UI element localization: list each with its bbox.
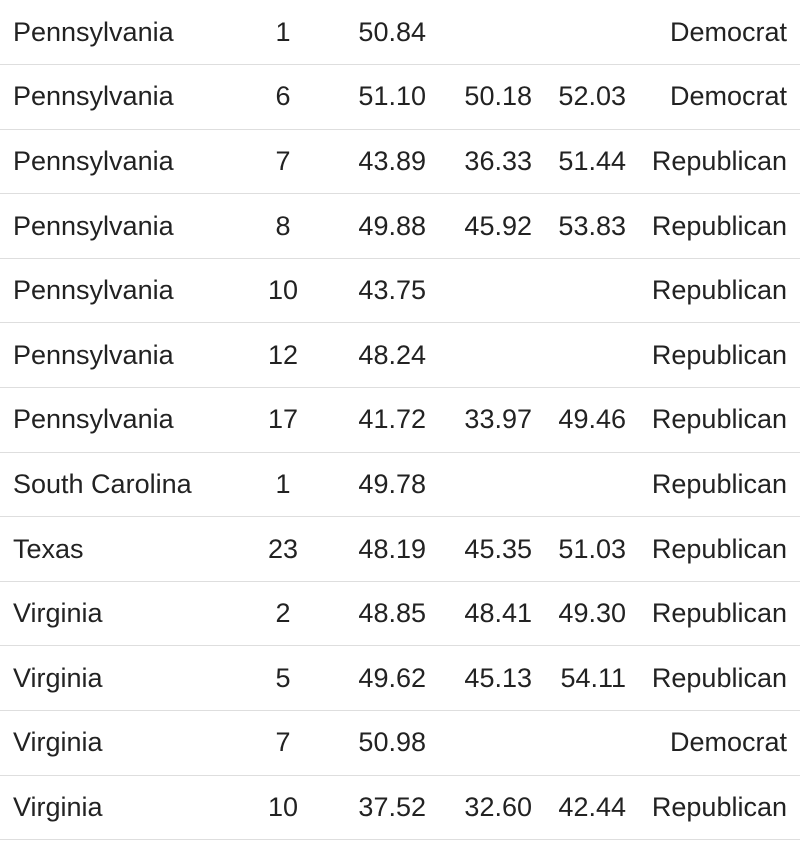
table-row: Virginia 10 37.52 32.60 42.44 Republican bbox=[0, 775, 800, 840]
upper-bound-cell: 42.44 bbox=[558, 791, 626, 822]
table-row: Pennsylvania 10 43.75 Republican bbox=[0, 258, 800, 323]
district-cell: 7 bbox=[275, 145, 291, 176]
table-row: Pennsylvania 1 50.84 Democrat bbox=[0, 0, 800, 65]
upper-bound-cell bbox=[536, 258, 630, 323]
state-cell: Pennsylvania bbox=[13, 145, 174, 176]
upper-bound-cell: 52.03 bbox=[558, 81, 626, 112]
upper-bound-cell bbox=[536, 711, 630, 776]
district-cell: 2 bbox=[275, 598, 291, 629]
state-cell: Texas bbox=[13, 533, 84, 564]
state-cell: Virginia bbox=[13, 791, 103, 822]
state-cell: Virginia bbox=[13, 598, 103, 629]
district-cell: 1 bbox=[275, 16, 291, 47]
table-row: Virginia 7 50.98 Democrat bbox=[0, 711, 800, 776]
lower-bound-cell bbox=[436, 452, 536, 517]
party-cell: Republican bbox=[651, 662, 787, 693]
value-cell: 49.62 bbox=[358, 662, 426, 693]
table-row: Pennsylvania 12 48.24 Republican bbox=[0, 323, 800, 388]
party-cell: Republican bbox=[651, 468, 787, 499]
district-cell: 7 bbox=[275, 727, 291, 758]
district-cell: 10 bbox=[267, 791, 299, 822]
upper-bound-cell: 54.11 bbox=[560, 662, 626, 693]
state-cell: Virginia bbox=[13, 662, 103, 693]
state-cell: Pennsylvania bbox=[13, 16, 174, 47]
party-cell: Republican bbox=[651, 275, 787, 306]
upper-bound-cell: 53.83 bbox=[558, 210, 626, 241]
upper-bound-cell: 51.44 bbox=[558, 145, 626, 176]
value-cell: 51.10 bbox=[358, 81, 426, 112]
party-cell: Republican bbox=[651, 145, 787, 176]
lower-bound-cell: 45.35 bbox=[464, 533, 532, 564]
party-cell: Democrat bbox=[669, 727, 787, 758]
party-cell: Republican bbox=[651, 598, 787, 629]
lower-bound-cell bbox=[436, 0, 536, 65]
value-cell: 41.72 bbox=[358, 404, 426, 435]
lower-bound-cell bbox=[436, 323, 536, 388]
district-cell: 5 bbox=[275, 662, 291, 693]
value-cell: 49.88 bbox=[358, 210, 426, 241]
value-cell: 48.19 bbox=[358, 533, 426, 564]
value-cell: 43.89 bbox=[358, 145, 426, 176]
lower-bound-cell bbox=[436, 258, 536, 323]
upper-bound-cell bbox=[536, 0, 630, 65]
party-cell: Republican bbox=[651, 533, 787, 564]
party-cell: Republican bbox=[651, 404, 787, 435]
party-cell: Republican bbox=[651, 210, 787, 241]
table-row: Pennsylvania 6 51.10 50.18 52.03 Democrat bbox=[0, 65, 800, 130]
value-cell: 37.52 bbox=[358, 791, 426, 822]
party-cell: Republican bbox=[651, 791, 787, 822]
value-cell: 49.78 bbox=[358, 468, 426, 499]
district-cell: 6 bbox=[275, 81, 291, 112]
lower-bound-cell: 45.13 bbox=[464, 662, 532, 693]
state-cell: Pennsylvania bbox=[13, 275, 174, 306]
district-cell: 10 bbox=[267, 275, 299, 306]
value-cell: 48.24 bbox=[358, 339, 426, 370]
lower-bound-cell: 32.60 bbox=[464, 791, 532, 822]
upper-bound-cell: 51.03 bbox=[558, 533, 626, 564]
district-cell: 8 bbox=[275, 210, 291, 241]
table-row: Virginia 5 49.62 45.13 54.11 Republican bbox=[0, 646, 800, 711]
state-cell: Pennsylvania bbox=[13, 339, 174, 370]
district-cell: 17 bbox=[267, 404, 299, 435]
upper-bound-cell: 49.46 bbox=[558, 404, 626, 435]
state-cell: Virginia bbox=[13, 727, 103, 758]
lower-bound-cell: 45.92 bbox=[464, 210, 532, 241]
upper-bound-cell bbox=[536, 323, 630, 388]
value-cell: 43.75 bbox=[358, 275, 426, 306]
lower-bound-cell bbox=[436, 711, 536, 776]
table-row: South Carolina 1 49.78 Republican bbox=[0, 452, 800, 517]
party-cell: Democrat bbox=[669, 81, 787, 112]
lower-bound-cell: 36.33 bbox=[464, 145, 532, 176]
upper-bound-cell: 49.30 bbox=[558, 598, 626, 629]
state-cell: Pennsylvania bbox=[13, 404, 174, 435]
state-cell: South Carolina bbox=[13, 468, 192, 499]
table-row: Virginia 2 48.85 48.41 49.30 Republican bbox=[0, 581, 800, 646]
table-row: Pennsylvania 7 43.89 36.33 51.44 Republican bbox=[0, 129, 800, 194]
value-cell: 48.85 bbox=[358, 598, 426, 629]
upper-bound-cell bbox=[536, 452, 630, 517]
state-cell: Pennsylvania bbox=[13, 81, 174, 112]
party-cell: Republican bbox=[651, 339, 787, 370]
district-cell: 1 bbox=[275, 468, 291, 499]
table-row: Texas 23 48.19 45.35 51.03 Republican bbox=[0, 517, 800, 582]
value-cell: 50.84 bbox=[358, 16, 426, 47]
state-cell: Pennsylvania bbox=[13, 210, 174, 241]
table-row: Pennsylvania 8 49.88 45.92 53.83 Republican bbox=[0, 194, 800, 259]
lower-bound-cell: 50.18 bbox=[464, 81, 532, 112]
lower-bound-cell: 33.97 bbox=[464, 404, 532, 435]
lower-bound-cell: 48.41 bbox=[464, 598, 532, 629]
party-cell: Democrat bbox=[669, 16, 787, 47]
table-row: Pennsylvania 17 41.72 33.97 49.46 Republican bbox=[0, 388, 800, 453]
district-cell: 23 bbox=[267, 533, 299, 564]
value-cell: 50.98 bbox=[358, 727, 426, 758]
district-cell: 12 bbox=[267, 339, 299, 370]
